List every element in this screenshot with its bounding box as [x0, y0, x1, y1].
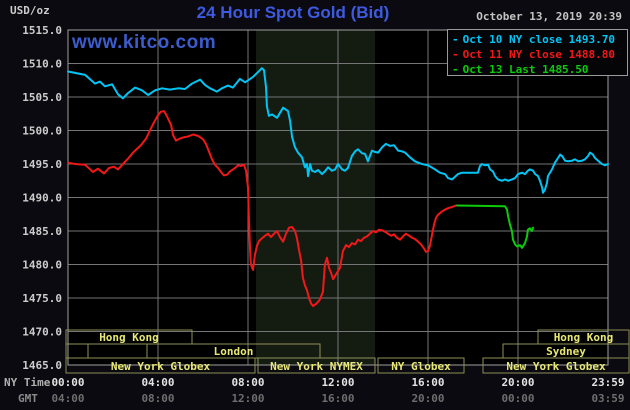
legend-label-oct11: Oct 11 NY close 1488.80	[462, 48, 615, 61]
x-axis-ny-time-label: NY Time	[4, 376, 51, 389]
session-label: New York NYMEX	[270, 360, 363, 373]
y-tick-label: 1500.0	[22, 125, 62, 138]
x-tick-gmt-label: 08:00	[141, 392, 174, 405]
legend-label-oct13: Oct 13 Last 1485.50	[462, 63, 589, 76]
x-tick-gmt-label: 12:00	[231, 392, 264, 405]
kitco-watermark-link[interactable]: www.kitco.com	[72, 32, 217, 53]
x-tick-ny-label: 12:00	[321, 376, 354, 389]
y-tick-label: 1465.0	[22, 359, 62, 372]
session-label: Sydney	[546, 345, 586, 358]
session-box	[65, 357, 256, 374]
session-box	[377, 357, 465, 374]
legend-swatch-oct13-icon: -	[452, 63, 459, 76]
x-tick-ny-label: 04:00	[141, 376, 174, 389]
y-tick-label: 1475.0	[22, 292, 62, 305]
chart-title: 24 Hour Spot Gold (Bid)	[196, 3, 390, 22]
y-tick-label: 1480.0	[22, 259, 62, 272]
session-label: NY Globex	[391, 360, 451, 373]
price-line-oct11	[67, 110, 457, 307]
session-label: Hong Kong	[99, 331, 159, 344]
session-box	[482, 357, 630, 374]
y-tick-label: 1485.0	[22, 225, 62, 238]
x-tick-gmt-label: 16:00	[321, 392, 354, 405]
chart-datetime: October 13, 2019 20:39	[476, 10, 622, 23]
x-tick-ny-label: 08:00	[231, 376, 264, 389]
legend-item-oct10: - Oct 10 NY close 1493.70	[452, 32, 627, 47]
price-line-oct13	[456, 204, 535, 249]
x-tick-ny-label: 00:00	[51, 376, 84, 389]
x-tick-gmt-label: 04:00	[51, 392, 84, 405]
x-axis-gmt-label: GMT	[18, 392, 38, 405]
y-tick-label: 1505.0	[22, 91, 62, 104]
x-tick-gmt-label: 00:00	[501, 392, 534, 405]
session-box	[257, 357, 376, 374]
chart-legend: - Oct 10 NY close 1493.70 - Oct 11 NY clos…	[447, 29, 628, 76]
legend-item-oct11: - Oct 11 NY close 1488.80	[452, 47, 627, 62]
y-axis-units-label: USD/oz	[10, 4, 50, 17]
x-tick-ny-label: 16:00	[411, 376, 444, 389]
y-tick-label: 1510.0	[22, 58, 62, 71]
session-label: Hong Kong	[554, 331, 614, 344]
y-tick-label: 1490.0	[22, 192, 62, 205]
legend-swatch-oct10-icon: -	[452, 33, 459, 46]
legend-item-oct13: - Oct 13 Last 1485.50	[452, 62, 627, 77]
y-tick-label: 1470.0	[22, 326, 62, 339]
plot-border	[67, 29, 609, 366]
x-tick-ny-label: 23:59	[591, 376, 624, 389]
price-line-oct10	[67, 67, 609, 194]
legend-label-oct10: Oct 10 NY close 1493.70	[462, 33, 615, 46]
legend-swatch-oct11-icon: -	[452, 48, 459, 61]
x-tick-gmt-label: 03:59	[591, 392, 624, 405]
session-label: London	[214, 345, 254, 358]
y-tick-label: 1495.0	[22, 158, 62, 171]
y-tick-label: 1515.0	[22, 24, 62, 37]
session-label: New York Globex	[111, 360, 211, 373]
x-tick-gmt-label: 20:00	[411, 392, 444, 405]
session-label: New York Globex	[506, 360, 606, 373]
x-tick-ny-label: 20:00	[501, 376, 534, 389]
